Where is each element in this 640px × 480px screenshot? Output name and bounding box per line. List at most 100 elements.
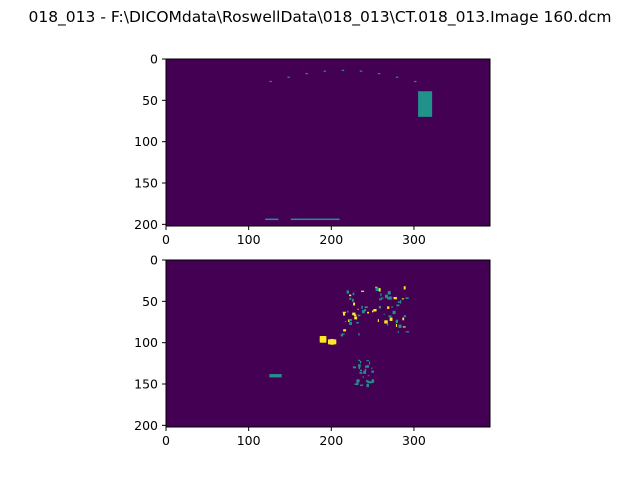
bottom-feature [385,295,388,298]
bottom-xtick-label: 0 [162,433,170,448]
top-feature [324,71,327,72]
bottom-feature [269,374,281,377]
bottom-feature [343,312,346,313]
bottom-feature [373,309,376,311]
bottom-feature [349,295,351,297]
bottom-feature [353,303,355,306]
bottom-feature [381,298,384,299]
bottom-feature [368,381,371,383]
bottom-ytick-label: 200 [134,418,158,433]
bottom-feature [404,315,406,317]
bottom-blob [328,339,336,345]
bottom-feature [366,360,369,361]
top-xtick-label: 200 [319,232,343,247]
bottom-xtick-label: 100 [237,433,261,448]
bottom-feature [342,333,345,334]
bottom-feature [343,329,346,331]
bottom-feature [378,319,379,322]
bottom-feature [372,379,374,382]
bottom-feature [347,311,348,313]
bottom-feature [367,312,369,314]
top-xtick-label: 100 [237,232,261,247]
bottom-feature [368,375,370,376]
bottom-xtick-label: 300 [402,433,426,448]
top-ytick-label: 100 [134,134,158,149]
bottom-feature [379,306,381,308]
bottom-feature [356,322,359,323]
top-feature [378,73,381,74]
bottom-feature [345,321,346,322]
bottom-feature [406,331,409,332]
bottom-feature [402,318,404,321]
bottom-feature [387,323,388,325]
top-ytick-label: 0 [150,52,158,67]
top-feature [414,81,417,82]
bottom-feature [376,288,379,291]
figure-title: 018_013 - F:\DICOMdata\RoswellData\018_0… [28,8,611,27]
bottom-feature [393,311,396,314]
bottom-feature [398,331,399,333]
bottom-feature [396,324,397,327]
bottom-feature [361,291,364,292]
top-feature [265,219,278,221]
bottom-feature [362,376,364,377]
top-ytick-label: 200 [134,217,158,232]
bottom-feature [384,320,387,323]
bottom-feature [356,382,358,385]
bottom-feature [366,365,369,368]
bottom-feature [358,360,360,361]
bottom-feature [396,305,399,307]
bottom-feature [393,297,394,298]
bottom-heatmap-panel: 0 100 200 300 0 50 100 150 200 [134,253,490,449]
bottom-feature [402,298,404,299]
bottom-feature [361,306,363,309]
top-feature [287,77,290,78]
bottom-feature [404,286,406,289]
bottom-feature [367,384,369,387]
bottom-feature [399,325,402,328]
bottom-y-axis: 0 50 100 150 200 [134,253,166,433]
bottom-feature [387,306,389,309]
top-xtick-label: 300 [402,232,426,247]
bottom-ytick-label: 50 [142,294,158,309]
bottom-feature [352,299,354,302]
bottom-blob [320,336,327,343]
top-feature [418,91,432,117]
bottom-feature [388,315,391,317]
bottom-feature [372,310,373,312]
bottom-xtick-label: 200 [319,433,343,448]
top-y-axis: 050100150200 [134,52,166,232]
bottom-feature [352,313,355,316]
top-feature [305,73,308,74]
bottom-x-axis: 0 100 200 300 [162,427,426,448]
top-feature [291,219,340,221]
bottom-feature [358,315,361,317]
bottom-feature [360,361,361,363]
bottom-feature [359,367,360,369]
bottom-feature [356,379,359,382]
bottom-feature [360,385,363,386]
bottom-feature [388,291,391,294]
bottom-feature [403,326,406,327]
bottom-feature [360,370,362,372]
bottom-feature [349,298,351,300]
bottom-feature [364,311,365,313]
bottom-feature [405,297,408,299]
bottom-feature [396,320,398,323]
bottom-feature [349,322,352,325]
top-x-axis: 0 100 200 300 [162,226,426,247]
bottom-feature [364,307,367,308]
bottom-ytick-label: 150 [134,377,158,392]
top-heatmap-panel: 0 100 200 300 0 50 100 150 200 [134,52,490,248]
bottom-feature [363,371,366,374]
top-xtick-label: 0 [162,232,170,247]
bottom-feature [394,297,397,299]
top-ytick-label: 150 [134,176,158,191]
bottom-feature [400,300,401,303]
bottom-feature [371,368,372,370]
bottom-feature [343,313,345,316]
bottom-feature [384,314,385,315]
top-image-area [166,59,490,226]
top-feature [342,70,345,71]
